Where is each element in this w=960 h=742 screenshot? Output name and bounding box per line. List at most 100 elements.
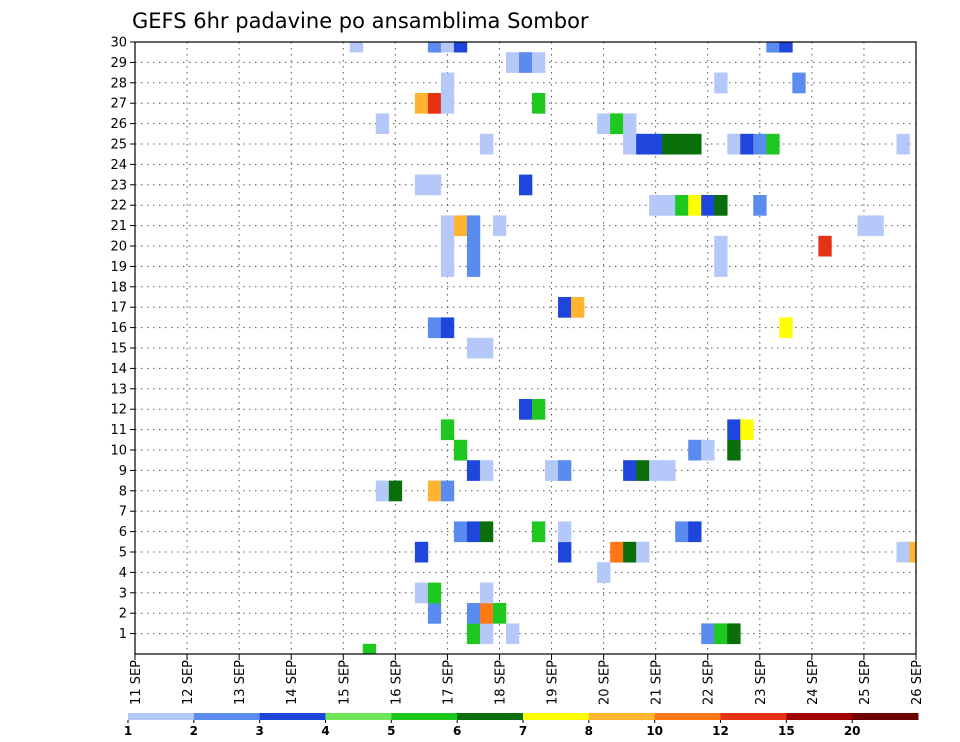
heatmap-cell [727,419,741,441]
heatmap-cell [362,643,377,655]
heatmap-cell [597,562,611,583]
y-tick-label: 10 [110,444,127,459]
x-tick-label: 26 SEP [910,660,925,705]
y-tick-label: 7 [119,505,127,520]
heatmap-cell [492,603,507,624]
heatmap-cell [623,541,637,563]
heatmap-cell [532,399,546,420]
heatmap-cell [779,42,793,53]
y-tick-label: 13 [110,382,127,397]
heatmap-cell [440,93,455,114]
y-tick-label: 29 [110,56,127,71]
legend-label: 5 [387,724,395,738]
y-tick-label: 25 [110,138,127,153]
heatmap-cell [662,195,676,216]
heatmap-cell [414,541,429,563]
x-tick-label: 22 SEP [702,660,717,705]
y-tick-label: 5 [119,546,127,561]
heatmap-cell [427,480,442,502]
heatmap-cell [727,439,741,461]
heatmap-cell [636,460,650,481]
heatmap-cell [896,541,910,563]
heatmap-cell [414,582,429,604]
heatmap-cell [740,133,754,155]
x-tick-label: 25 SEP [858,660,873,705]
heatmap-cell [453,42,468,53]
heatmap-cell [479,623,494,645]
legend-swatch [457,713,524,720]
x-tick-label: 13 SEP [233,660,248,705]
heatmap-cell [623,133,637,155]
heatmap-cell [636,541,650,563]
y-tick-label: 9 [119,464,127,479]
y-tick-label: 1 [119,627,127,642]
y-tick-label: 20 [110,240,127,255]
y-tick-label: 8 [119,484,127,499]
x-tick-label: 12 SEP [181,660,196,705]
legend: 1 2 3 4 5 6 7 8 10 12 15 20 [124,713,919,738]
heatmap-cell [649,460,663,481]
heatmap-cell [766,133,780,155]
heatmap-cell [453,215,468,237]
heatmap-cell [479,133,494,155]
heatmap-cell [440,480,455,502]
y-tick-label: 17 [110,301,127,316]
y-axis: 1234567891011121314151617181920212223242… [110,36,135,642]
heatmap-cell [505,52,520,73]
heatmap-cell [466,521,481,543]
heatmap-cell [440,419,455,441]
heatmap-cell [766,42,780,53]
heatmap-cell [909,541,917,563]
heatmap-cell [714,623,728,645]
heatmap-cell [427,582,442,604]
heatmap-cell [375,113,390,135]
heatmap-cell [440,235,455,257]
heatmap-cell [440,317,455,339]
legend-label: 6 [453,724,461,738]
heatmap-cell [740,419,754,441]
heatmap-cell [896,133,910,155]
legend-swatch [588,713,656,720]
y-tick-label: 16 [110,321,127,336]
legend-label: 12 [712,724,729,738]
heatmap-cell [688,521,702,543]
x-tick-label: 20 SEP [598,660,613,705]
legend-label: 20 [844,724,861,738]
legend-label: 7 [519,724,527,738]
legend-swatch [128,713,195,720]
y-tick-label: 18 [110,280,127,295]
heatmap-cell [492,215,507,237]
heatmap-cell [558,521,572,543]
heatmap-cell [558,297,572,318]
legend-swatch [259,713,326,720]
heatmap-cell [440,72,455,94]
y-tick-label: 21 [110,219,127,234]
x-tick-label: 17 SEP [441,660,456,705]
legend-swatch [523,713,590,720]
heatmap-cell [466,235,481,257]
heatmap-cell [388,480,403,502]
heatmap-cell [714,72,728,94]
heatmap-cell [727,133,741,155]
heatmap-cell [466,603,481,624]
y-tick-label: 6 [119,525,127,540]
heatmap-cell [479,337,494,359]
x-axis: 11 SEP 12 SEP 13 SEP 14 SEP 15 SEP 16 SEP 17 S… [129,654,925,705]
legend-swatch [193,713,261,720]
heatmap-cell [349,42,364,53]
heatmap-cell [714,256,728,277]
heatmap-cell [870,215,884,237]
y-tick-label: 27 [110,97,127,112]
heatmap-cell [414,93,429,114]
legend-swatch [852,713,919,720]
heatmap-cell [753,133,767,155]
y-tick-label: 3 [119,586,127,601]
legend-swatch [654,713,721,720]
heatmap-cell [753,195,767,216]
heatmap-cell [427,317,442,339]
heatmap-cell [688,439,702,461]
heatmap-cell [532,93,546,114]
heatmap-cell [505,623,520,645]
heatmap-cells [349,42,917,655]
